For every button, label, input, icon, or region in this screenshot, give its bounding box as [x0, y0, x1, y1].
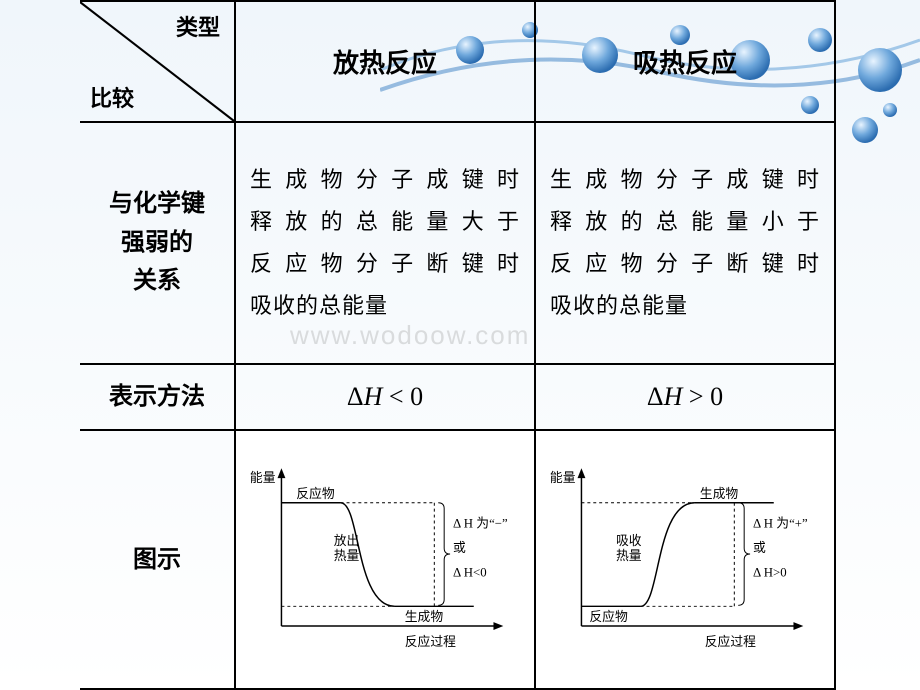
bond-endo-l2: 释放的总能量小于: [550, 201, 820, 243]
diagonal-header-cell: 类型 比较: [80, 1, 235, 122]
comparison-table-container: 类型 比较 放热反应 吸热反应 与化学键 强弱的 关系 生成物分子成键时 释放的…: [80, 0, 835, 690]
label-reactant-endo: 反应物: [589, 609, 628, 624]
cell-diagram-exothermic: 能量 反应过程 反应物 生成物 放出 热量 Δ H 为“−” 或 Δ H<0: [235, 430, 535, 689]
bond-exo-l1: 生成物分子成键时: [250, 159, 520, 201]
formula-endo: ΔH > 0: [647, 382, 723, 411]
label-minus-exo: “−”: [489, 517, 508, 531]
label-release-exo: 放出: [334, 534, 360, 548]
bond-endo-l3: 反应物分子断键时: [550, 243, 820, 285]
label-or-exo: 或: [453, 541, 466, 555]
label-dhgt0-endo: Δ H>0: [753, 566, 787, 580]
svg-text:Δ H 为“+”: Δ H 为“+”: [753, 517, 808, 531]
row-header-bond-l1: 与化学键: [94, 185, 220, 223]
label-or-endo: 或: [753, 541, 766, 555]
label-heat-exo: 热量: [334, 549, 360, 563]
label-product-exo: 生成物: [405, 610, 444, 624]
row-header-bond-l2: 强弱的: [94, 224, 220, 262]
energy-diagram-exo: 能量 反应过程 反应物 生成物 放出 热量 Δ H 为“−” 或 Δ H<0: [242, 449, 528, 665]
cell-bond-endothermic: 生成物分子成键时 释放的总能量小于 反应物分子断键时 吸收的总能量: [535, 122, 835, 364]
header-compare-label: 比较: [90, 81, 134, 113]
bond-endo-l1: 生成物分子成键时: [550, 159, 820, 201]
label-plus-endo: “+”: [789, 517, 808, 531]
cell-bond-exothermic: 生成物分子成键时 释放的总能量大于 反应物分子断键时 吸收的总能量: [235, 122, 535, 364]
header-type-label: 类型: [176, 10, 220, 42]
bond-exo-l3: 反应物分子断键时: [250, 243, 520, 285]
cell-method-endothermic: ΔH > 0: [535, 364, 835, 430]
label-heat-endo: 热量: [616, 549, 642, 563]
label-absorb-endo: 吸收: [616, 534, 642, 548]
bond-exo-l2: 释放的总能量大于: [250, 201, 520, 243]
label-energy-endo: 能量: [550, 471, 576, 485]
label-energy-exo: 能量: [250, 471, 276, 485]
svg-text:Δ H 为“−”: Δ H 为“−”: [453, 517, 508, 531]
label-product-endo: 生成物: [700, 487, 739, 501]
label-dhis-exo: Δ H 为: [453, 517, 489, 531]
cell-method-exothermic: ΔH < 0: [235, 364, 535, 430]
cell-diagram-endothermic: 能量 反应过程 反应物 生成物 吸收 热量 Δ H 为“+” 或 Δ H>0: [535, 430, 835, 689]
row-header-bond-l3: 关系: [94, 262, 220, 300]
comparison-table: 类型 比较 放热反应 吸热反应 与化学键 强弱的 关系 生成物分子成键时 释放的…: [80, 0, 836, 690]
label-process-endo: 反应过程: [705, 634, 756, 649]
label-process-exo: 反应过程: [405, 634, 456, 649]
column-header-exothermic: 放热反应: [235, 1, 535, 122]
energy-diagram-endo: 能量 反应过程 反应物 生成物 吸收 热量 Δ H 为“+” 或 Δ H>0: [542, 449, 828, 665]
bond-exo-l4: 吸收的总能量: [250, 285, 520, 327]
bond-endo-l4: 吸收的总能量: [550, 285, 820, 327]
formula-exo: ΔH < 0: [347, 382, 423, 411]
row-header-method: 表示方法: [80, 364, 235, 430]
column-header-endothermic: 吸热反应: [535, 1, 835, 122]
label-dhlt0-exo: Δ H<0: [453, 566, 487, 580]
label-dhis-endo: Δ H 为: [753, 517, 789, 531]
row-header-bond: 与化学键 强弱的 关系: [80, 122, 235, 364]
row-header-diagram: 图示: [80, 430, 235, 689]
label-reactant-exo: 反应物: [296, 486, 335, 501]
